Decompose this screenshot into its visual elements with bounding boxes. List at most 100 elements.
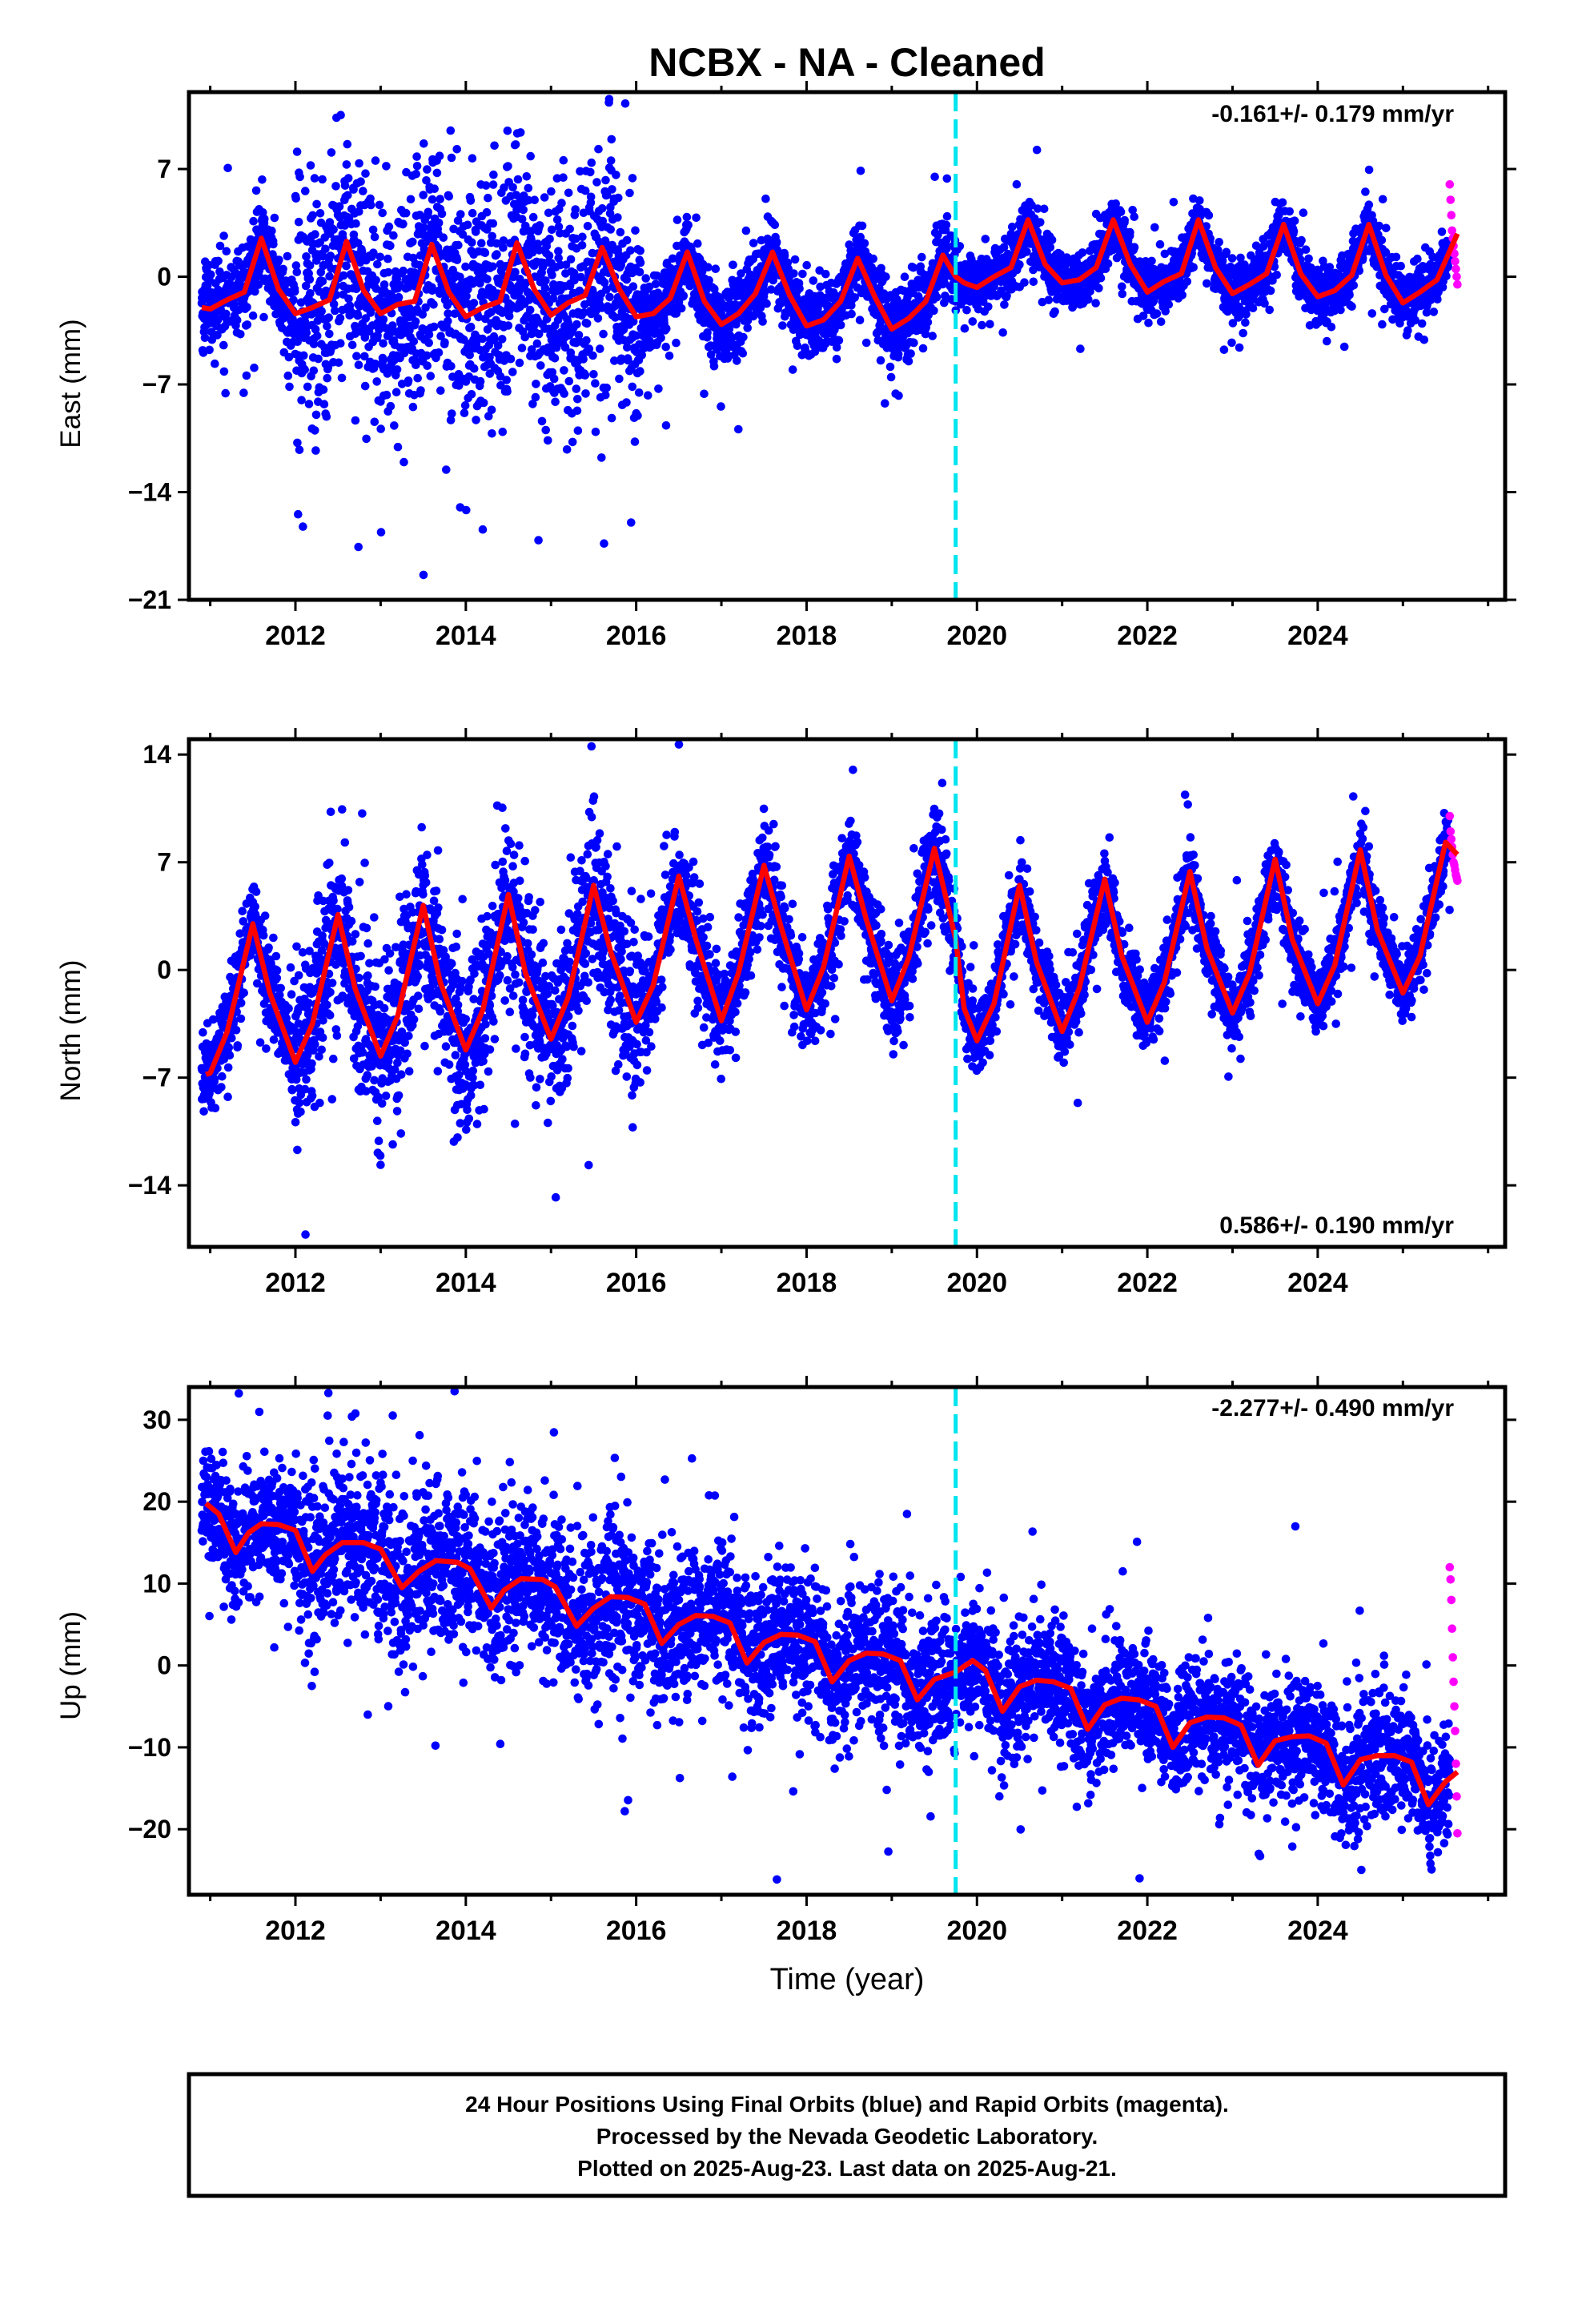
final-orbit-point: [630, 437, 640, 446]
final-orbit-point: [259, 208, 267, 217]
final-orbit-point: [318, 175, 327, 184]
final-orbit-point: [426, 372, 436, 380]
final-orbit-point: [554, 222, 564, 231]
final-orbit-point: [1022, 247, 1031, 256]
final-orbit-point: [477, 239, 486, 247]
final-orbit-point: [400, 457, 408, 467]
final-orbit-point: [566, 255, 576, 264]
final-orbit-point: [378, 208, 387, 218]
final-orbit-point: [399, 266, 408, 275]
final-orbit-point: [661, 421, 671, 430]
final-orbit-point: [1155, 239, 1165, 249]
final-orbit-point: [432, 168, 442, 178]
final-orbit-point: [476, 376, 485, 386]
final-orbit-point: [729, 260, 737, 270]
final-orbit-point: [586, 192, 596, 202]
final-orbit-point: [214, 256, 223, 266]
final-orbit-point: [331, 306, 339, 316]
final-orbit-point: [361, 314, 371, 323]
final-orbit-point: [300, 365, 309, 375]
final-orbit-point: [437, 209, 447, 219]
final-orbit-point: [250, 364, 259, 372]
final-orbit-point: [335, 313, 345, 323]
final-orbit-point: [962, 305, 971, 315]
final-orbit-point: [855, 316, 865, 325]
final-orbit-point: [573, 426, 583, 435]
final-orbit-point: [419, 191, 428, 199]
final-orbit-point: [541, 291, 551, 300]
final-orbit-point: [323, 373, 331, 383]
final-orbit-point: [564, 376, 574, 386]
final-orbit-point: [453, 216, 463, 225]
final-orbit-point: [634, 388, 644, 397]
final-orbit-point: [389, 231, 398, 240]
final-orbit-point: [524, 195, 533, 205]
final-orbit-point: [472, 227, 480, 236]
final-orbit-point: [692, 213, 701, 223]
final-orbit-point: [1126, 227, 1134, 237]
final-orbit-point: [677, 304, 686, 313]
final-orbit-point: [1015, 260, 1024, 269]
data-layer: [197, 92, 1462, 600]
final-orbit-point: [493, 341, 503, 350]
final-orbit-point: [460, 401, 470, 410]
final-orbit-point: [439, 233, 448, 242]
final-orbit-point: [635, 267, 644, 277]
final-orbit-point: [319, 385, 328, 394]
final-orbit-point: [511, 267, 520, 277]
final-orbit-point: [386, 401, 396, 411]
final-orbit-point: [468, 238, 476, 247]
final-orbit-point: [464, 285, 472, 294]
final-orbit-point: [836, 320, 845, 330]
final-orbit-point: [909, 338, 918, 348]
final-orbit-point: [324, 313, 333, 322]
final-orbit-point: [615, 374, 624, 384]
final-orbit-point: [1290, 216, 1299, 225]
final-orbit-point: [519, 205, 528, 215]
final-orbit-point: [513, 175, 523, 184]
final-orbit-point: [310, 174, 319, 183]
final-orbit-point: [379, 339, 387, 348]
final-orbit-point: [627, 518, 636, 527]
final-orbit-point: [424, 330, 434, 340]
final-orbit-point: [1327, 323, 1336, 332]
final-orbit-point: [360, 333, 370, 342]
final-orbit-point: [375, 200, 384, 210]
final-orbit-point: [325, 271, 334, 281]
final-orbit-point: [547, 187, 556, 196]
final-orbit-point: [628, 174, 637, 183]
final-orbit-point: [312, 332, 322, 340]
final-orbit-point: [370, 417, 379, 427]
final-orbit-point: [223, 163, 232, 173]
final-orbit-point: [359, 187, 367, 195]
final-orbit-point: [1297, 235, 1306, 245]
final-orbit-point: [524, 183, 533, 193]
final-orbit-point: [1116, 207, 1126, 216]
final-orbit-point: [420, 223, 428, 232]
final-orbit-point: [554, 254, 563, 263]
final-orbit-point: [516, 128, 525, 137]
final-orbit-point: [412, 170, 420, 179]
final-orbit-point: [500, 183, 508, 192]
final-orbit-point: [1084, 295, 1093, 304]
final-orbit-point: [1189, 263, 1198, 272]
final-orbit-point: [1347, 302, 1356, 312]
final-orbit-point: [294, 217, 303, 227]
final-orbit-point: [423, 165, 432, 174]
final-orbit-point: [576, 272, 585, 282]
final-orbit-point: [383, 254, 392, 263]
final-orbit-point: [435, 151, 444, 160]
final-orbit-point: [488, 262, 497, 271]
final-orbit-point: [291, 261, 301, 270]
final-orbit-point: [570, 275, 579, 285]
final-orbit-point: [239, 388, 248, 397]
final-orbit-point: [299, 522, 307, 531]
final-orbit-point: [739, 332, 748, 342]
final-orbit-point: [560, 366, 568, 375]
final-orbit-point: [329, 225, 338, 234]
final-orbit-point: [444, 254, 453, 263]
final-orbit-point: [499, 236, 508, 245]
final-orbit-point: [411, 317, 420, 326]
final-orbit-point: [428, 286, 437, 296]
final-orbit-point: [606, 225, 615, 234]
